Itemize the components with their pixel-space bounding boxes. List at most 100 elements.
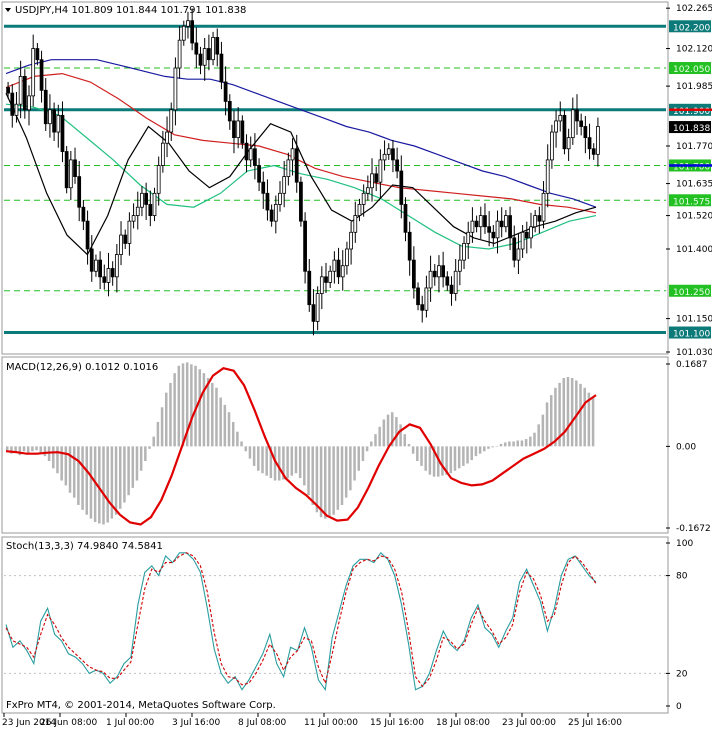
candle-body <box>48 109 52 125</box>
macd-bar <box>240 441 243 447</box>
macd-bar <box>190 364 193 447</box>
candle-body <box>232 120 236 139</box>
macd-bar <box>374 434 377 447</box>
macd-bar <box>311 446 314 505</box>
macd-bar <box>332 446 335 515</box>
candle-body <box>22 75 27 111</box>
macd-bar <box>503 442 507 447</box>
candle-body <box>68 159 73 189</box>
price-tick-label: 101.520 <box>676 212 712 222</box>
candle-body <box>73 159 77 178</box>
macd-panel: 0.1687 0.00 -0.1672 MACD(12,26,9) 0.1012 0… <box>1 356 711 534</box>
candle-body <box>110 268 115 278</box>
macd-bar <box>357 446 360 471</box>
candle-body <box>273 204 278 222</box>
candle-body <box>169 109 174 133</box>
candle-body <box>31 48 36 97</box>
macd-bar <box>6 446 9 452</box>
candle-body <box>566 137 571 150</box>
macd-tick-label: -0.1672 <box>676 524 711 534</box>
price-tick-label: 102.265 <box>676 4 712 14</box>
candle-body <box>491 231 496 239</box>
candles <box>6 8 600 336</box>
macd-bar <box>98 446 101 524</box>
candle-body <box>474 220 479 228</box>
candle-body <box>487 226 492 233</box>
candle-body <box>269 209 274 222</box>
macd-bar <box>35 446 38 451</box>
macd-bar <box>420 446 423 466</box>
time-tick-label: 25 Jul 16:00 <box>568 718 622 728</box>
candle-body <box>64 151 69 189</box>
macd-bar <box>470 446 473 461</box>
macd-bar <box>185 362 189 447</box>
macd-bar <box>177 365 181 447</box>
candle-body <box>131 215 136 222</box>
stoch-tick-label: 100 <box>676 539 693 549</box>
macd-bar <box>223 404 227 447</box>
macd-bar <box>68 446 72 493</box>
candle-body <box>462 243 466 261</box>
candle-body <box>562 114 567 150</box>
time-tick-label: 11 Jul 00:00 <box>304 718 358 728</box>
candle-body <box>299 181 303 222</box>
macd-bar <box>18 446 22 456</box>
macd-bar <box>478 446 482 454</box>
macd-bar <box>231 421 235 447</box>
candle-body <box>370 173 374 189</box>
candle-body <box>437 265 441 278</box>
moving-average-line <box>5 72 597 214</box>
macd-bar <box>261 446 264 474</box>
level-price-badge <box>669 194 711 207</box>
macd-bar <box>407 443 411 447</box>
macd-bar <box>508 441 511 447</box>
macd-bar <box>127 446 130 496</box>
macd-histogram <box>6 362 595 525</box>
macd-bar <box>244 446 248 452</box>
macd-bar <box>60 446 63 481</box>
candle-body <box>382 153 387 161</box>
macd-bar <box>349 446 352 491</box>
stochastic-lines <box>4 551 666 692</box>
macd-bar <box>587 392 591 447</box>
dropdown-arrow-icon[interactable] <box>5 8 11 12</box>
macd-bar <box>257 446 260 471</box>
price-tick-label: 101.985 <box>676 82 712 92</box>
candle-body <box>587 137 592 150</box>
macd-bar <box>315 446 319 513</box>
macd-bar <box>575 380 578 447</box>
candle-body <box>152 192 157 216</box>
candle-body <box>253 148 257 166</box>
macd-bar <box>428 446 432 475</box>
time-tick-label: 8 Jul 08:00 <box>238 718 287 728</box>
candle-body <box>441 265 445 278</box>
candle-body <box>202 48 207 66</box>
candle-body <box>140 192 144 208</box>
candle-body <box>550 131 554 161</box>
candle-body <box>186 20 190 27</box>
level-price-label: 101.100 <box>673 330 710 340</box>
candle-body <box>512 237 517 261</box>
candle-body <box>190 20 195 44</box>
macd-bar <box>265 446 268 476</box>
candle-body <box>596 126 600 155</box>
macd-bar <box>558 382 561 447</box>
macd-bar <box>353 446 356 481</box>
candle-body <box>223 81 228 102</box>
macd-header: MACD(12,26,9) 0.1012 0.1016 <box>6 362 158 373</box>
macd-bar <box>457 446 461 469</box>
stoch-tick-label: 20 <box>676 669 688 679</box>
candle-body <box>85 220 90 250</box>
time-tick-label: 18 Jul 08:00 <box>436 718 490 728</box>
price-panel: 102.200 102.050 101.900 101.700 101.575 101.2… <box>1 1 712 358</box>
stoch-signal-line <box>5 552 597 688</box>
macd-bar <box>131 446 135 488</box>
candle-body <box>545 159 550 194</box>
candle-body <box>570 109 575 139</box>
macd-bar <box>344 446 348 498</box>
macd-bar <box>31 446 34 452</box>
candle-body <box>123 234 128 244</box>
candle-body <box>466 231 471 244</box>
candle-body <box>77 176 82 208</box>
candle-body <box>181 25 186 41</box>
